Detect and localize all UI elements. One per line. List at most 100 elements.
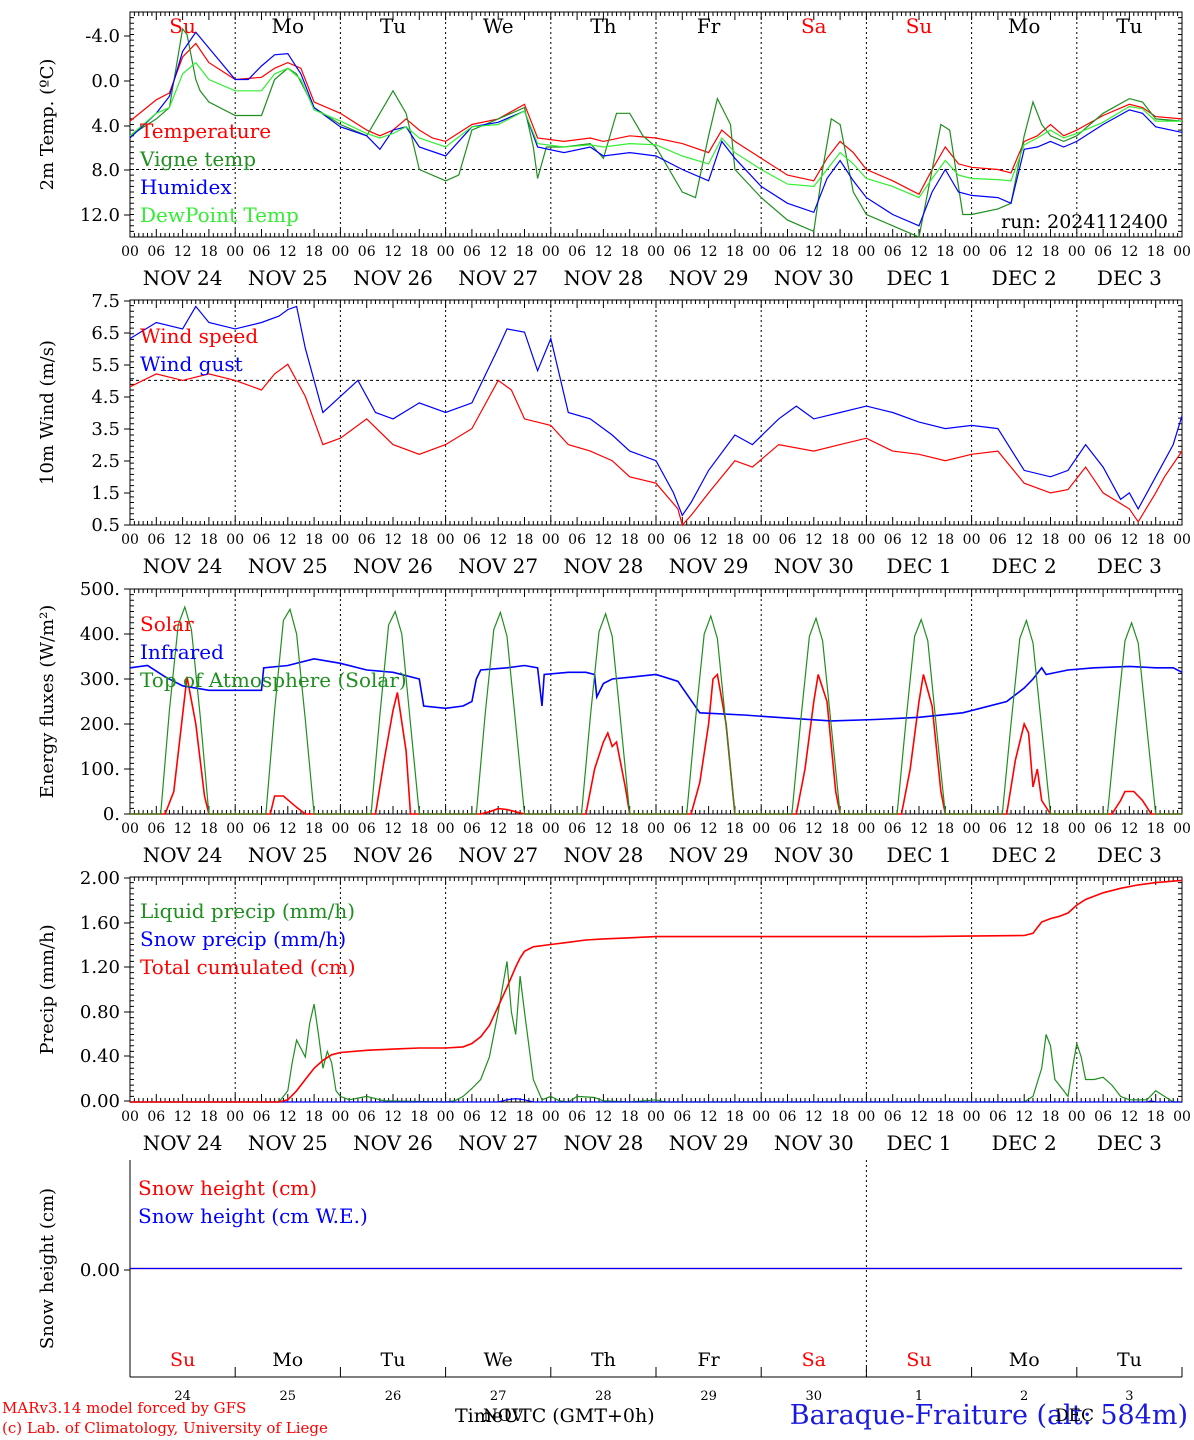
hour-tick-label: 00 — [331, 821, 349, 837]
legend-entry: DewPoint Temp — [140, 203, 299, 227]
hour-tick-label: 06 — [568, 821, 586, 837]
hour-tick-label: 18 — [516, 1109, 534, 1125]
series-line — [130, 672, 1182, 815]
hour-tick-label: 12 — [910, 244, 928, 260]
series-line — [129, 305, 1183, 517]
legend-entry: Snow height (cm W.E.) — [138, 1204, 368, 1228]
y-tick-label: 0.0 — [91, 71, 120, 92]
panel-1 — [124, 11, 1183, 238]
hour-tick-label: 06 — [147, 244, 165, 260]
day-label: NOV 27 — [458, 554, 538, 578]
hour-tick-label: 12 — [1015, 821, 1033, 837]
hour-tick-label: 00 — [121, 244, 139, 260]
station-name: Baraque-Fraiture (alt: 584m) — [789, 1400, 1188, 1431]
y-axis-label: 2m Temp. (ºC) — [37, 59, 58, 191]
hour-tick-label: 12 — [594, 1109, 612, 1125]
hour-tick-label: 00 — [752, 244, 770, 260]
hour-tick-label: 12 — [174, 1109, 192, 1125]
hour-tick-label: 18 — [936, 244, 954, 260]
hour-tick-label: 18 — [410, 244, 428, 260]
hour-tick-label: 18 — [621, 1109, 639, 1125]
hour-tick-label: 00 — [542, 244, 560, 260]
hour-tick-label: 00 — [1068, 1109, 1086, 1125]
hour-tick-label: 00 — [437, 821, 455, 837]
hour-tick-label: 12 — [805, 1109, 823, 1125]
hour-tick-label: 12 — [1015, 1109, 1033, 1125]
series-line — [129, 31, 1183, 227]
day-label: NOV 26 — [353, 843, 433, 867]
y-tick-label: 500. — [80, 579, 120, 600]
y-tick-label: 200. — [80, 714, 120, 735]
day-number: 24 — [174, 1389, 191, 1404]
hour-tick-label: 12 — [384, 244, 402, 260]
y-axis-label: Snow height (cm) — [37, 1188, 58, 1349]
model-credit: MARv3.14 model forced by GFS — [2, 1399, 247, 1417]
hour-tick-label: 18 — [410, 821, 428, 837]
hour-tick-label: 06 — [147, 821, 165, 837]
hour-tick-label: 18 — [516, 821, 534, 837]
hour-tick-label: 06 — [463, 1109, 481, 1125]
hour-tick-label: 06 — [358, 532, 376, 548]
day-label: NOV 29 — [669, 266, 749, 290]
y-tick-label: 5.5 — [91, 355, 120, 376]
hour-tick-label: 18 — [516, 244, 534, 260]
hour-tick-label: 06 — [673, 532, 691, 548]
hour-tick-label: 18 — [831, 821, 849, 837]
y-tick-label: -4.0 — [85, 26, 120, 47]
day-label: DEC 3 — [1097, 266, 1162, 290]
hour-tick-label: 18 — [726, 1109, 744, 1125]
hour-tick-label: 18 — [410, 1109, 428, 1125]
hour-tick-label: 12 — [1120, 821, 1138, 837]
day-label: NOV 25 — [248, 554, 328, 578]
hour-tick-label: 06 — [358, 821, 376, 837]
hour-tick-label: 06 — [779, 1109, 797, 1125]
hour-tick-label: 00 — [752, 821, 770, 837]
hour-tick-label: 06 — [147, 532, 165, 548]
month-overlay-right: DEC — [1055, 1406, 1095, 1426]
hour-tick-label: 00 — [542, 532, 560, 548]
hour-tick-label: 06 — [884, 532, 902, 548]
hour-tick-label: 06 — [989, 821, 1007, 837]
day-label: NOV 24 — [143, 843, 223, 867]
hour-tick-label: 18 — [1042, 244, 1060, 260]
hour-tick-label: 18 — [516, 532, 534, 548]
hour-tick-label: 18 — [200, 244, 218, 260]
hour-tick-label: 18 — [936, 1109, 954, 1125]
day-label: NOV 27 — [458, 1131, 538, 1155]
day-label: NOV 28 — [564, 843, 644, 867]
hour-tick-label: 00 — [226, 244, 244, 260]
hour-tick-label: 18 — [1147, 1109, 1165, 1125]
hour-tick-label: 12 — [279, 821, 297, 837]
y-tick-label: 7.5 — [91, 291, 120, 312]
hour-tick-label: 18 — [200, 821, 218, 837]
day-number: 28 — [595, 1389, 612, 1404]
y-tick-label: 12.0 — [80, 205, 120, 226]
y-tick-label: 6.5 — [91, 323, 120, 344]
hour-tick-label: 06 — [884, 821, 902, 837]
hour-tick-label: 12 — [805, 821, 823, 837]
day-label: DEC 1 — [886, 554, 951, 578]
day-label: NOV 25 — [248, 843, 328, 867]
day-number: 1 — [915, 1389, 923, 1404]
hour-tick-label: 00 — [542, 821, 560, 837]
series-line — [129, 61, 1182, 199]
hour-tick-label: 18 — [726, 821, 744, 837]
hour-tick-label: 12 — [279, 244, 297, 260]
series-line — [130, 879, 1183, 1103]
legend-entry: Wind speed — [140, 324, 258, 348]
hour-tick-label: 06 — [1094, 244, 1112, 260]
weekday-label-bottom: Fr — [697, 1349, 720, 1371]
day-label: DEC 3 — [1097, 843, 1162, 867]
hour-tick-label: 06 — [884, 244, 902, 260]
hour-tick-label: 12 — [384, 1109, 402, 1125]
y-tick-label: 400. — [80, 624, 120, 645]
hour-tick-label: 00 — [1173, 244, 1191, 260]
day-label: NOV 28 — [564, 266, 644, 290]
hour-tick-label: 18 — [831, 1109, 849, 1125]
hour-tick-label: 06 — [463, 244, 481, 260]
hour-tick-label: 00 — [1173, 1109, 1191, 1125]
day-number: 2 — [1020, 1389, 1028, 1404]
panel-3 — [124, 588, 1183, 815]
weekday-label-bottom: Su — [170, 1349, 195, 1371]
